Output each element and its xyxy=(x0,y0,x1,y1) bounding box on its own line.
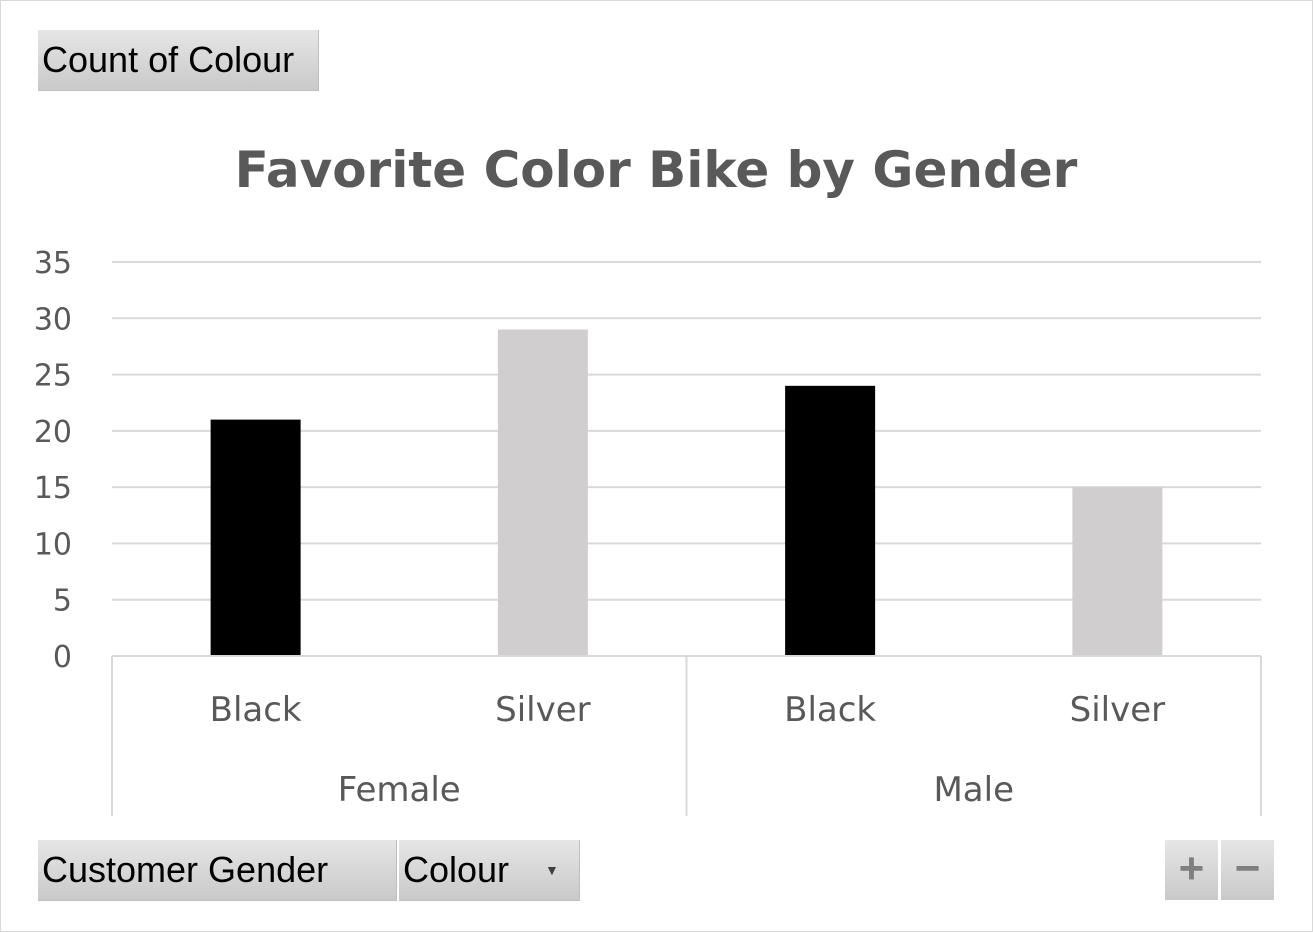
x-group-label: Female xyxy=(338,770,461,810)
y-tick-label: 15 xyxy=(34,471,72,506)
x-group-label: Male xyxy=(933,770,1014,810)
bar-female-black[interactable] xyxy=(210,419,301,656)
count-of-colour-field-button[interactable]: Count of Colour xyxy=(38,30,319,91)
value-field-label: Count of Colour xyxy=(42,39,295,80)
x-category-label: Black xyxy=(784,690,876,730)
bar-female-silver[interactable] xyxy=(497,329,588,656)
dropdown-arrow-icon: ▼ xyxy=(545,862,559,878)
gridlines xyxy=(112,261,1261,601)
plus-icon: + xyxy=(1178,844,1205,893)
y-tick-label: 30 xyxy=(34,302,72,337)
colour-field-button[interactable]: Colour ▼ xyxy=(399,840,580,901)
y-tick-label: 25 xyxy=(34,359,72,394)
x-category-label: Silver xyxy=(1070,690,1166,730)
x-category-label: Black xyxy=(210,690,302,730)
bars xyxy=(210,329,1163,656)
minus-icon: − xyxy=(1234,844,1261,893)
customer-gender-field-button[interactable]: Customer Gender ▼ xyxy=(38,840,414,901)
colour-field-label: Colour xyxy=(403,849,510,890)
customer-gender-field-label: Customer Gender xyxy=(42,849,329,890)
x-category-label: Silver xyxy=(495,690,591,730)
y-tick-label: 35 xyxy=(34,246,72,281)
y-tick-label: 20 xyxy=(34,415,72,450)
chart-title: Favorite Color Bike by Gender xyxy=(235,141,1078,199)
y-tick-label: 10 xyxy=(34,527,72,562)
x-axis: Black Silver Female Black Silver Male xyxy=(111,655,1262,816)
bar-male-black[interactable] xyxy=(785,385,876,656)
y-tick-label: 5 xyxy=(53,584,72,619)
expand-field-button[interactable]: + xyxy=(1165,840,1218,900)
collapse-field-button[interactable]: − xyxy=(1221,840,1274,900)
y-tick-label: 0 xyxy=(53,640,72,675)
bar-male-silver[interactable] xyxy=(1072,487,1163,656)
y-axis-ticks: 0 5 10 15 20 25 30 35 xyxy=(34,246,72,675)
